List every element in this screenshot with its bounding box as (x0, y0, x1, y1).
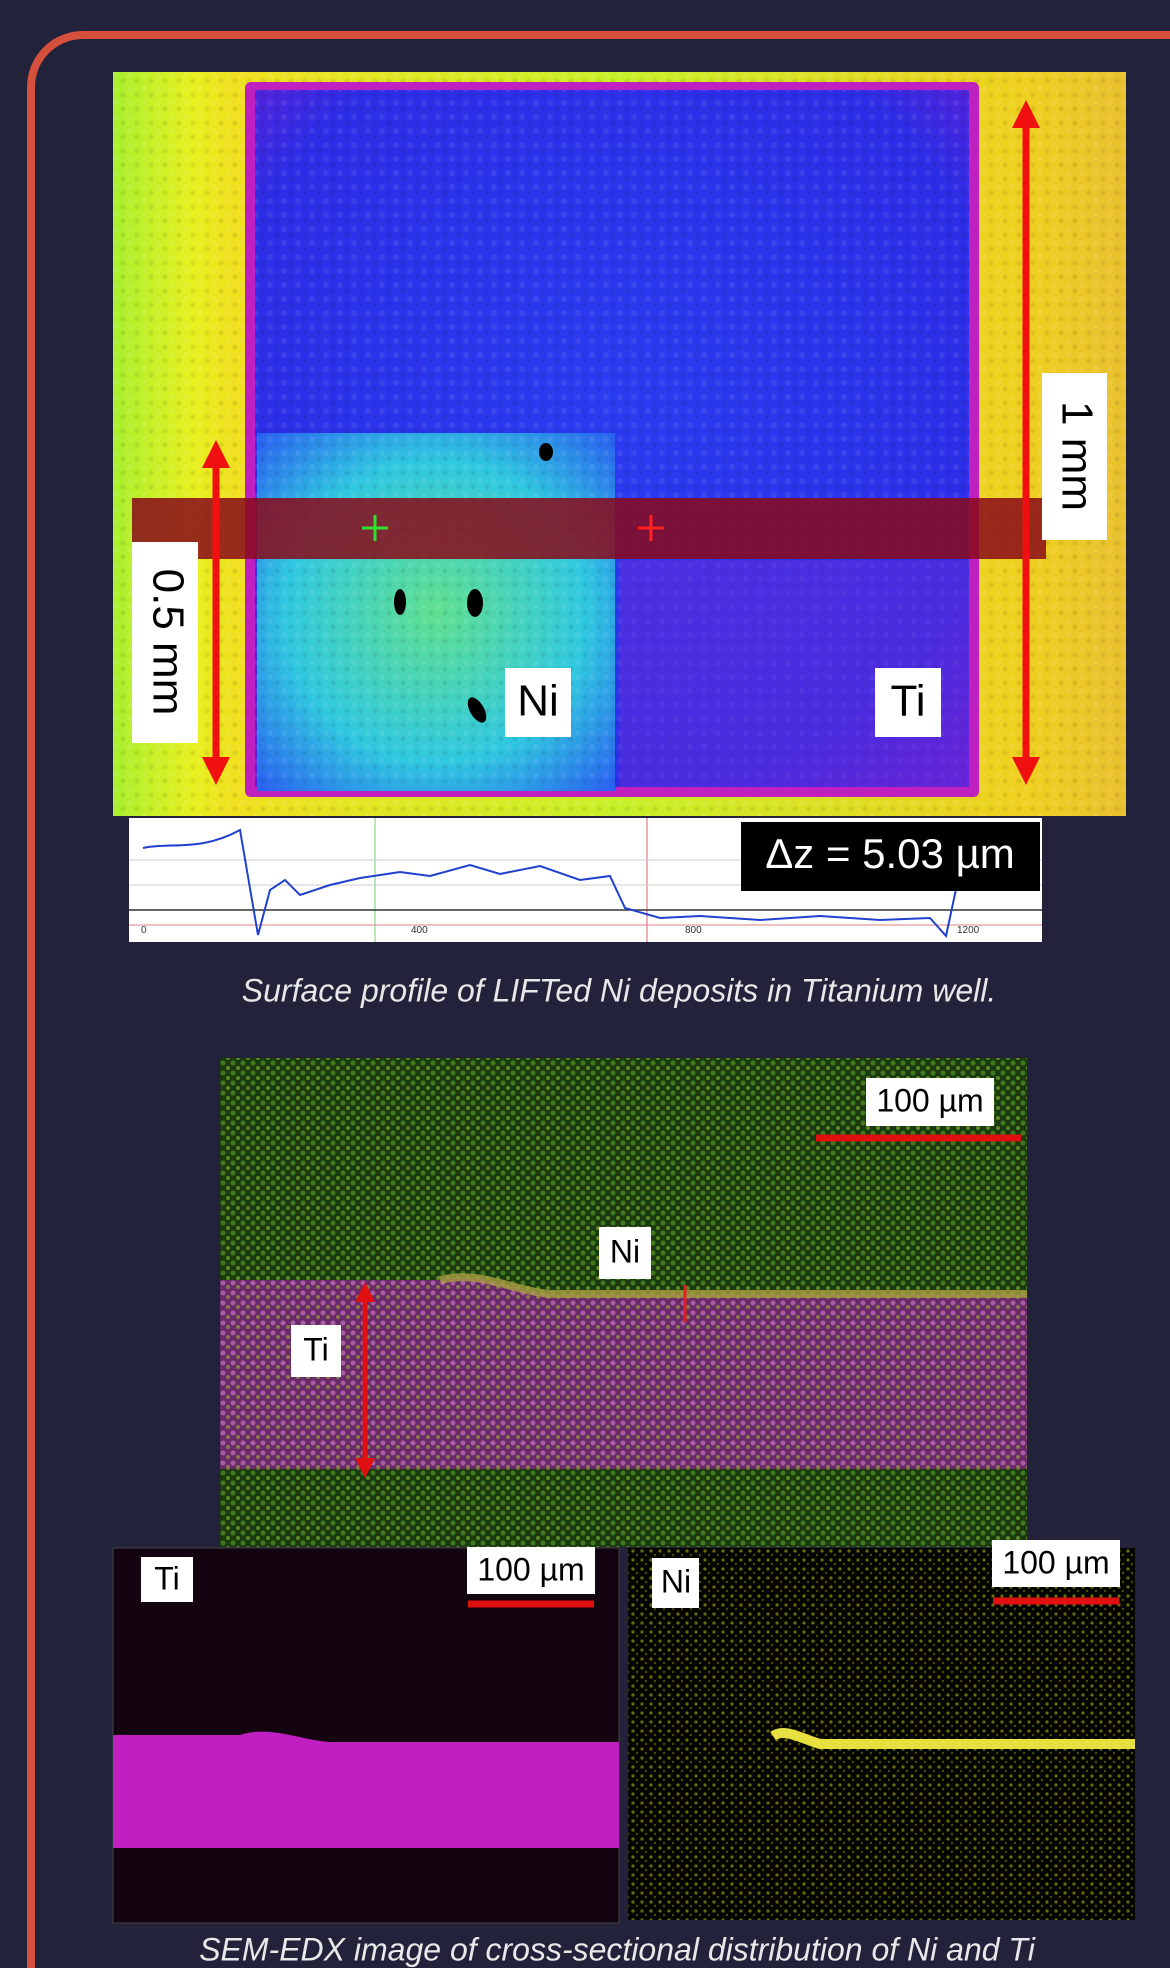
ni-map (628, 1540, 1135, 1920)
region-label: Ti (890, 677, 925, 726)
scale-label: 100 µm (477, 1551, 584, 1587)
scale-label: 0.5 mm (143, 569, 192, 716)
element-label: Ti (154, 1560, 179, 1596)
x-tick-label: 400 (411, 925, 428, 936)
delta-z-annotation: Δz = 5.03 µm (765, 830, 1015, 877)
scale-label: 100 µm (1002, 1544, 1109, 1580)
scale-label: 1 mm (1052, 401, 1101, 511)
scale-label: 100 µm (876, 1082, 983, 1118)
x-tick-label: 1200 (957, 925, 980, 936)
x-tick-label: 0 (141, 925, 147, 936)
page: {"surface_profile": { "labels": {"vertic… (0, 0, 1170, 1968)
element-label: Ni (610, 1233, 640, 1269)
caption: SEM-EDX image of cross-sectional distrib… (199, 1931, 1035, 1967)
sem-image (220, 1058, 1027, 1547)
caption: Surface profile of LIFTed Ni deposits in… (242, 972, 996, 1008)
element-label: Ni (661, 1563, 691, 1599)
figure-card: 1 mm 0.5 mm Ni Ti 0 400 800 1200 Δz = 5.… (0, 0, 1170, 1968)
element-label: Ti (303, 1331, 328, 1367)
region-label: Ni (517, 677, 559, 726)
ti-map (113, 1547, 619, 1923)
x-tick-label: 800 (685, 925, 702, 936)
surface-image (113, 72, 1126, 816)
